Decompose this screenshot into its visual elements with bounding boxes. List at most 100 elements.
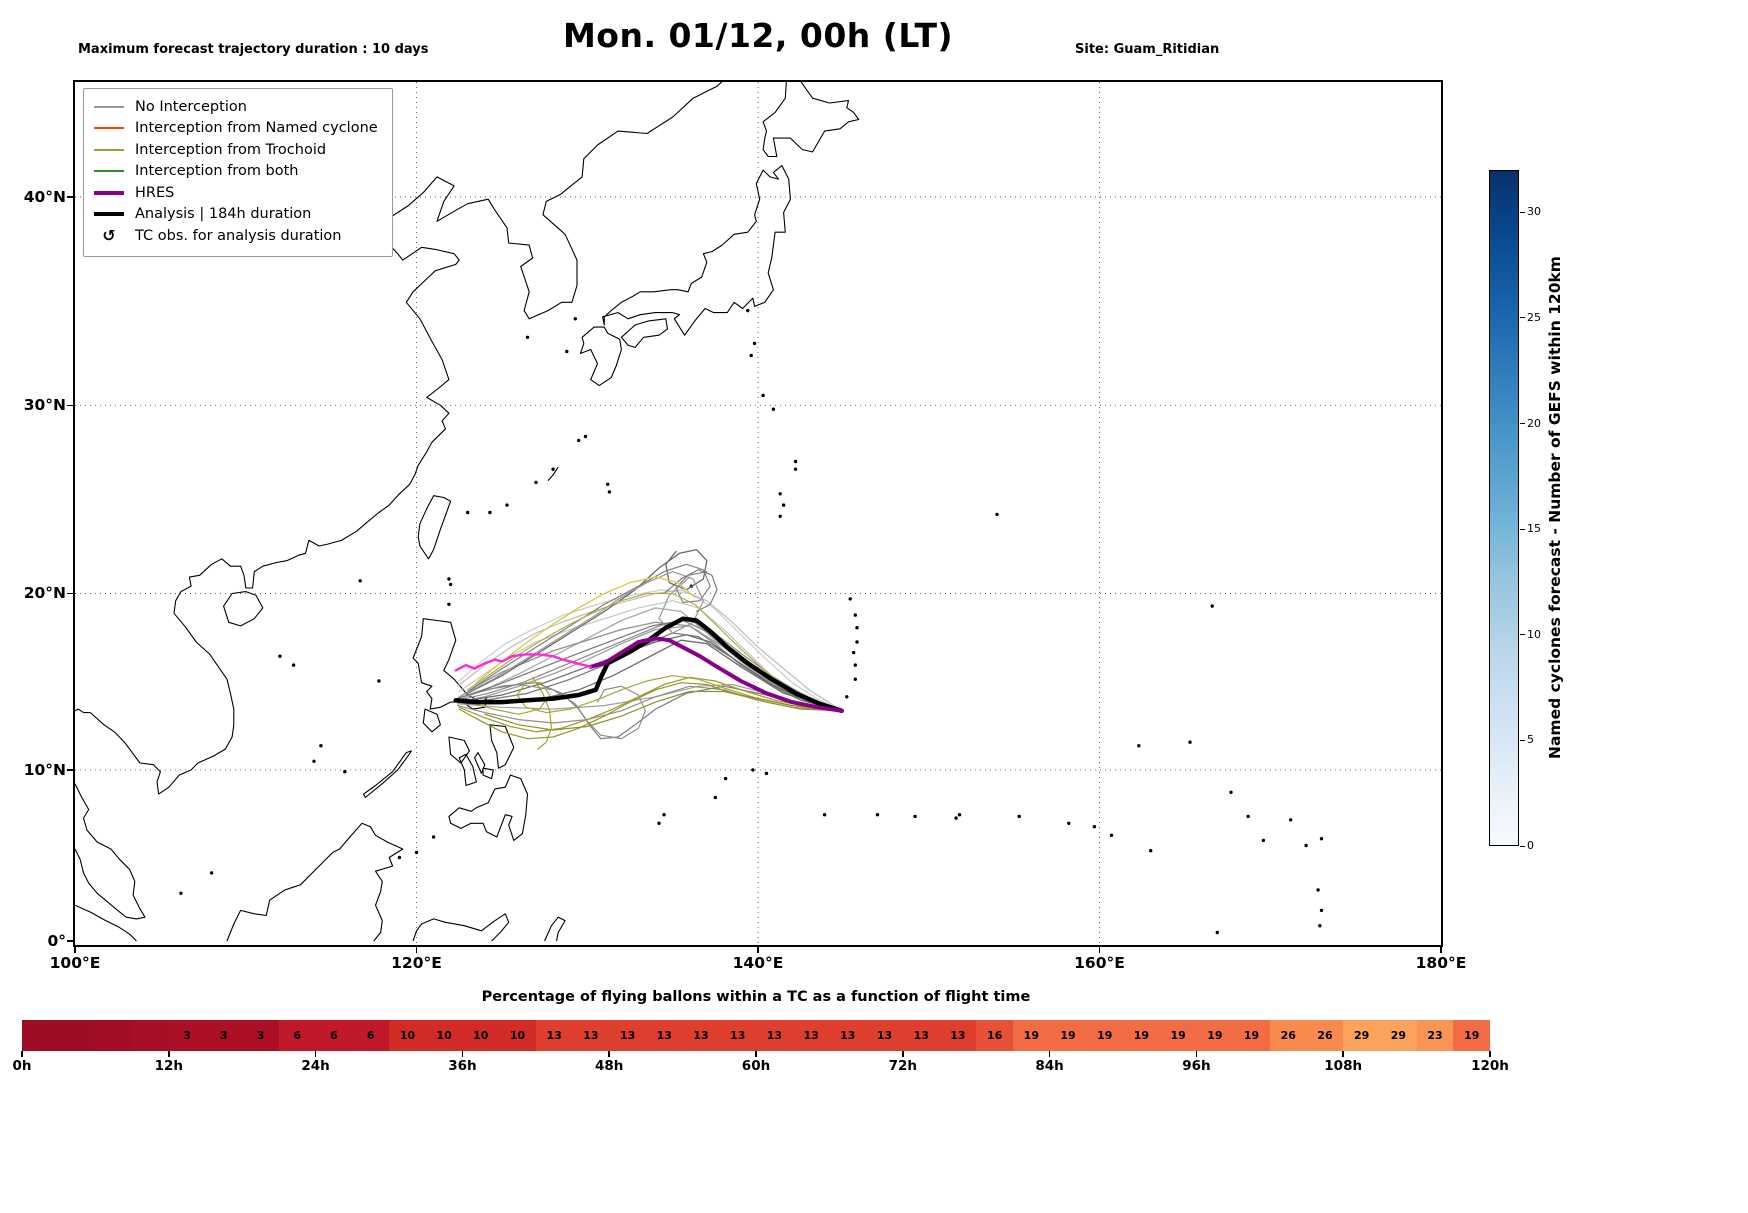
heatmap-cell: 3 — [242, 1020, 279, 1051]
heatmap-cell: 19 — [1159, 1020, 1197, 1051]
legend-item: ↺ TC obs. for analysis duration — [94, 225, 378, 247]
heatmap-cell: 13 — [645, 1020, 683, 1051]
x-tick-label: 120°E — [391, 954, 442, 972]
heatmap-cell — [132, 1020, 169, 1051]
flight-time-heatmap: 3 3 3 6 6 6 10 10 10 10 13 13 13 13 13 13 13 13 13 13 13 13 16… — [22, 1020, 1491, 1051]
heatmap-cell: 26 — [1306, 1020, 1344, 1051]
heatmap-cell — [22, 1020, 59, 1051]
x-tick-label: 140°E — [732, 954, 784, 972]
colorbar-tick-mark — [1520, 423, 1525, 424]
heatmap-cell: 3 — [205, 1020, 243, 1051]
heatmap-cell: 16 — [976, 1020, 1013, 1051]
flight-time-tick-mark — [168, 1051, 170, 1057]
colorbar — [1489, 170, 1519, 846]
legend-item-label: No Interception — [135, 98, 247, 115]
y-tick-label: 40°N — [23, 188, 66, 206]
legend-line-swatch — [94, 127, 124, 130]
heatmap-cell: 13 — [792, 1020, 830, 1051]
legend-line-swatch — [94, 105, 124, 108]
heatmap-cell: 29 — [1343, 1020, 1381, 1051]
flight-time-tick-label: 96h — [1182, 1058, 1211, 1074]
y-tick-label: 30°N — [23, 396, 66, 415]
flight-time-tick-label: 72h — [888, 1058, 917, 1074]
heatmap-cell: 10 — [499, 1020, 536, 1051]
heatmap-cell: 6 — [352, 1020, 390, 1051]
flight-time-tick-mark — [1195, 1051, 1198, 1057]
y-tick-mark — [67, 196, 73, 198]
legend-item: Interception from Trochoid — [94, 139, 378, 161]
heatmap-cell: 19 — [1196, 1020, 1234, 1051]
plot-title: Mon. 01/12, 00h (LT) — [562, 16, 954, 55]
flight-time-tick-mark — [1048, 1051, 1051, 1057]
colorbar-tick-label: 25 — [1527, 310, 1541, 324]
flight-time-tick-label: 48h — [594, 1058, 624, 1074]
flight-time-tick-mark — [755, 1051, 757, 1057]
heatmap-cell: 19 — [1453, 1020, 1491, 1051]
colorbar-tick-mark — [1520, 528, 1525, 530]
x-tick-mark — [1440, 947, 1442, 953]
flight-time-tick-mark — [1489, 1051, 1491, 1057]
colorbar-tick-mark — [1520, 845, 1525, 847]
legend-item-label: HRES — [135, 184, 175, 201]
colorbar-tick-label: 10 — [1527, 627, 1541, 641]
x-tick-mark — [1098, 947, 1101, 953]
colorbar-label: Named cyclones forecast - Number of GEFS… — [1546, 256, 1564, 760]
legend-line-swatch — [94, 212, 124, 217]
flight-time-tick-mark — [314, 1051, 317, 1057]
info-line: Site: Guam_Ritidian — [1075, 42, 1220, 57]
legend: No Interception Interception from Named c… — [83, 88, 393, 257]
y-tick-label: 0° — [47, 932, 66, 950]
legend-item-label: Analysis | 184h duration — [135, 206, 312, 223]
colorbar-tick-mark — [1520, 634, 1525, 636]
x-tick-label: 160°E — [1074, 954, 1125, 972]
heatmap-cell: 13 — [902, 1020, 940, 1051]
legend-item-label: TC obs. for analysis duration — [135, 227, 342, 244]
heatmap-cell: 13 — [829, 1020, 867, 1051]
legend-line-swatch — [94, 190, 124, 195]
heatmap-cell: 13 — [682, 1020, 720, 1051]
heatmap-cell: 19 — [1086, 1020, 1124, 1051]
heatmap-cell: 13 — [866, 1020, 903, 1051]
flight-time-tick-label: 108h — [1324, 1058, 1363, 1074]
colorbar-tick-label: 5 — [1527, 733, 1534, 747]
heatmap-cell: 19 — [1049, 1020, 1087, 1051]
heatmap-cell: 13 — [756, 1020, 793, 1051]
heatmap-cell: 26 — [1269, 1020, 1307, 1051]
flight-time-tick-label: 84h — [1035, 1058, 1064, 1074]
heatmap-cell: 13 — [609, 1020, 646, 1051]
heatmap-cell: 10 — [462, 1020, 500, 1051]
heatmap-cell: 6 — [278, 1020, 316, 1051]
bottom-chart-title: Percentage of flying ballons within a TC… — [481, 989, 1031, 1005]
flight-time-tick-label: 36h — [448, 1058, 477, 1074]
flight-time-tick-mark — [461, 1051, 464, 1057]
heatmap-cell: 19 — [1233, 1020, 1270, 1051]
heatmap-cell: 13 — [939, 1020, 977, 1051]
y-tick-label: 20°N — [23, 584, 66, 603]
flight-time-tick-label: 120h — [1471, 1058, 1509, 1074]
legend-item: Interception from Named cyclone — [94, 118, 378, 140]
legend-item-label: Interception from both — [135, 163, 299, 180]
heatmap-cell — [58, 1020, 96, 1051]
flight-time-tick-mark — [902, 1051, 904, 1057]
flight-time-tick-label: 60h — [741, 1058, 771, 1074]
heatmap-cell: 29 — [1380, 1020, 1417, 1051]
x-tick-mark — [415, 947, 418, 953]
y-tick-mark — [67, 592, 73, 595]
flight-time-tick-label: 24h — [301, 1058, 330, 1074]
x-tick-label: 100°E — [49, 954, 101, 972]
heatmap-cell: 10 — [425, 1020, 463, 1051]
x-tick-label: 180°E — [1415, 954, 1467, 972]
heatmap-cell: 13 — [719, 1020, 757, 1051]
flight-time-tick-label: 0h — [12, 1058, 32, 1074]
legend-item-label: Interception from Named cyclone — [135, 120, 378, 137]
flight-time-tick-mark — [1342, 1051, 1344, 1057]
x-tick-mark — [74, 947, 76, 953]
heatmap-cell: 19 — [1123, 1020, 1160, 1051]
heatmap-cell: 10 — [389, 1020, 426, 1051]
legend-item: No Interception — [94, 96, 378, 118]
y-tick-mark — [67, 769, 73, 771]
heatmap-cell — [95, 1020, 133, 1051]
legend-line-swatch — [94, 170, 124, 173]
tc-obs-icon: ↺ — [102, 225, 116, 245]
colorbar-tick-label: 30 — [1527, 205, 1541, 219]
